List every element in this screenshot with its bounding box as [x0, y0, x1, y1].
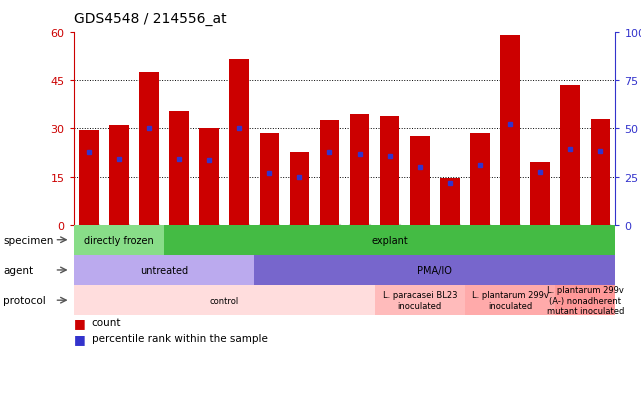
Text: PMA/IO: PMA/IO [417, 265, 453, 275]
Bar [470, 134, 490, 225]
Text: directly frozen: directly frozen [84, 235, 154, 245]
Bar [109, 126, 129, 225]
Bar [560, 86, 580, 225]
Bar [260, 134, 279, 225]
Text: ■: ■ [74, 332, 85, 345]
Bar [199, 129, 219, 225]
Text: GDS4548 / 214556_at: GDS4548 / 214556_at [74, 12, 226, 26]
Text: L. paracasei BL23
inoculated: L. paracasei BL23 inoculated [383, 291, 457, 310]
Bar [229, 60, 249, 225]
Text: percentile rank within the sample: percentile rank within the sample [92, 333, 267, 343]
Text: L. plantarum 299v
(A-) nonadherent
mutant inoculated: L. plantarum 299v (A-) nonadherent mutan… [547, 286, 624, 315]
Text: explant: explant [371, 235, 408, 245]
Text: ■: ■ [74, 316, 85, 329]
Bar [290, 153, 309, 225]
Bar [410, 137, 429, 225]
Text: L. plantarum 299v
inoculated: L. plantarum 299v inoculated [472, 291, 549, 310]
Text: agent: agent [3, 265, 33, 275]
Text: untreated: untreated [140, 265, 188, 275]
Bar [380, 116, 399, 225]
Bar [139, 73, 159, 225]
Bar [440, 179, 460, 225]
Bar [79, 131, 99, 225]
Bar [530, 163, 550, 225]
Bar [350, 115, 369, 225]
Text: control: control [210, 296, 239, 305]
Bar [500, 36, 520, 225]
Bar [169, 112, 189, 225]
Bar [590, 119, 610, 225]
Text: protocol: protocol [3, 295, 46, 306]
Bar [320, 121, 339, 225]
Text: count: count [92, 318, 121, 328]
Text: specimen: specimen [3, 235, 54, 245]
